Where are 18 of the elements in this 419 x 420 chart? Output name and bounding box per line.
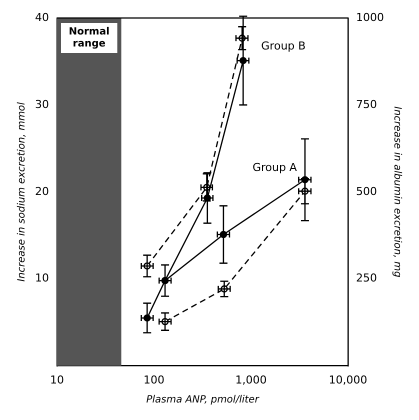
y2-tick-label: 250 (356, 272, 378, 285)
x-tick-label: 100 (144, 373, 164, 386)
y2-tick-label: 500 (356, 184, 378, 198)
y2-tick-label: 750 (356, 98, 378, 111)
x-tick-label: 10 (50, 373, 64, 386)
y-tick-label: 40 (34, 10, 49, 24)
y-tick-label: 20 (34, 184, 49, 198)
y-axis-title: Increase in sodium excretion, mmol (16, 102, 28, 282)
y2-tick-label: 1000 (356, 10, 384, 24)
y-tick-label: 10 (34, 272, 49, 285)
band-label: Normal range (68, 26, 110, 50)
x-tick-label: 1,000 (235, 373, 267, 386)
series-label: Group B (261, 39, 306, 52)
x-axis-title: Plasma ANP, pmol/liter (146, 394, 260, 406)
y-tick-label: 30 (34, 98, 49, 111)
x-tick-label: 10,000 (328, 373, 368, 386)
series-label: Group A (252, 161, 298, 174)
y2-axis-title: Increase in albumin excretion, mg (391, 106, 402, 278)
